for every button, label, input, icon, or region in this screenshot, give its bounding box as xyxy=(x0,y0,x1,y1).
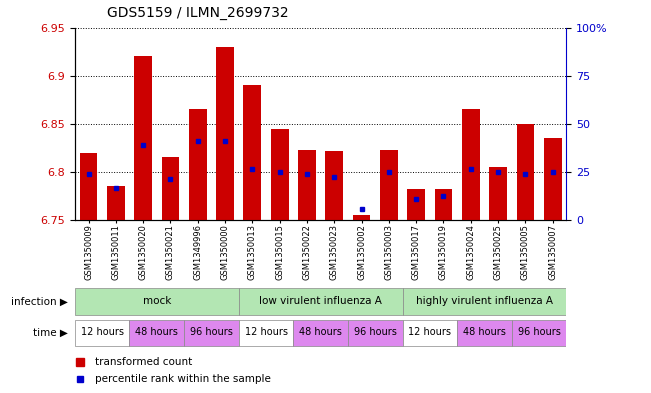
Bar xyxy=(75,320,130,346)
Bar xyxy=(490,167,507,220)
Bar xyxy=(457,320,512,346)
Bar xyxy=(216,47,234,220)
Text: GDS5159 / ILMN_2699732: GDS5159 / ILMN_2699732 xyxy=(107,6,289,20)
Bar xyxy=(402,320,457,346)
Text: 12 hours: 12 hours xyxy=(408,327,451,338)
Bar xyxy=(462,109,480,220)
Bar xyxy=(79,153,98,220)
Bar xyxy=(516,124,534,220)
Bar xyxy=(326,151,343,220)
Bar xyxy=(408,189,425,220)
Bar xyxy=(435,189,452,220)
Text: low virulent influenza A: low virulent influenza A xyxy=(259,296,382,306)
Bar xyxy=(380,150,398,220)
Bar xyxy=(271,129,288,220)
Bar xyxy=(189,109,206,220)
Bar xyxy=(402,288,566,315)
Text: transformed count: transformed count xyxy=(94,356,192,367)
Bar xyxy=(239,320,294,346)
Text: 48 hours: 48 hours xyxy=(135,327,178,338)
Bar xyxy=(353,215,370,220)
Text: time ▶: time ▶ xyxy=(33,328,68,338)
Text: 48 hours: 48 hours xyxy=(299,327,342,338)
Text: 96 hours: 96 hours xyxy=(353,327,396,338)
Bar xyxy=(130,320,184,346)
Text: 12 hours: 12 hours xyxy=(245,327,288,338)
Bar xyxy=(161,158,179,220)
Text: 96 hours: 96 hours xyxy=(518,327,561,338)
Text: infection ▶: infection ▶ xyxy=(12,297,68,307)
Bar xyxy=(512,320,566,346)
Bar xyxy=(348,320,402,346)
Bar xyxy=(184,320,239,346)
Bar xyxy=(294,320,348,346)
Text: percentile rank within the sample: percentile rank within the sample xyxy=(94,374,270,384)
Text: 48 hours: 48 hours xyxy=(463,327,506,338)
Bar xyxy=(298,150,316,220)
Text: mock: mock xyxy=(143,296,171,306)
Bar xyxy=(134,57,152,220)
Bar xyxy=(107,186,125,220)
Bar xyxy=(239,288,402,315)
Bar xyxy=(544,138,562,220)
Text: highly virulent influenza A: highly virulent influenza A xyxy=(416,296,553,306)
Text: 12 hours: 12 hours xyxy=(81,327,124,338)
Bar xyxy=(243,85,261,220)
Bar xyxy=(75,288,239,315)
Text: 96 hours: 96 hours xyxy=(190,327,233,338)
